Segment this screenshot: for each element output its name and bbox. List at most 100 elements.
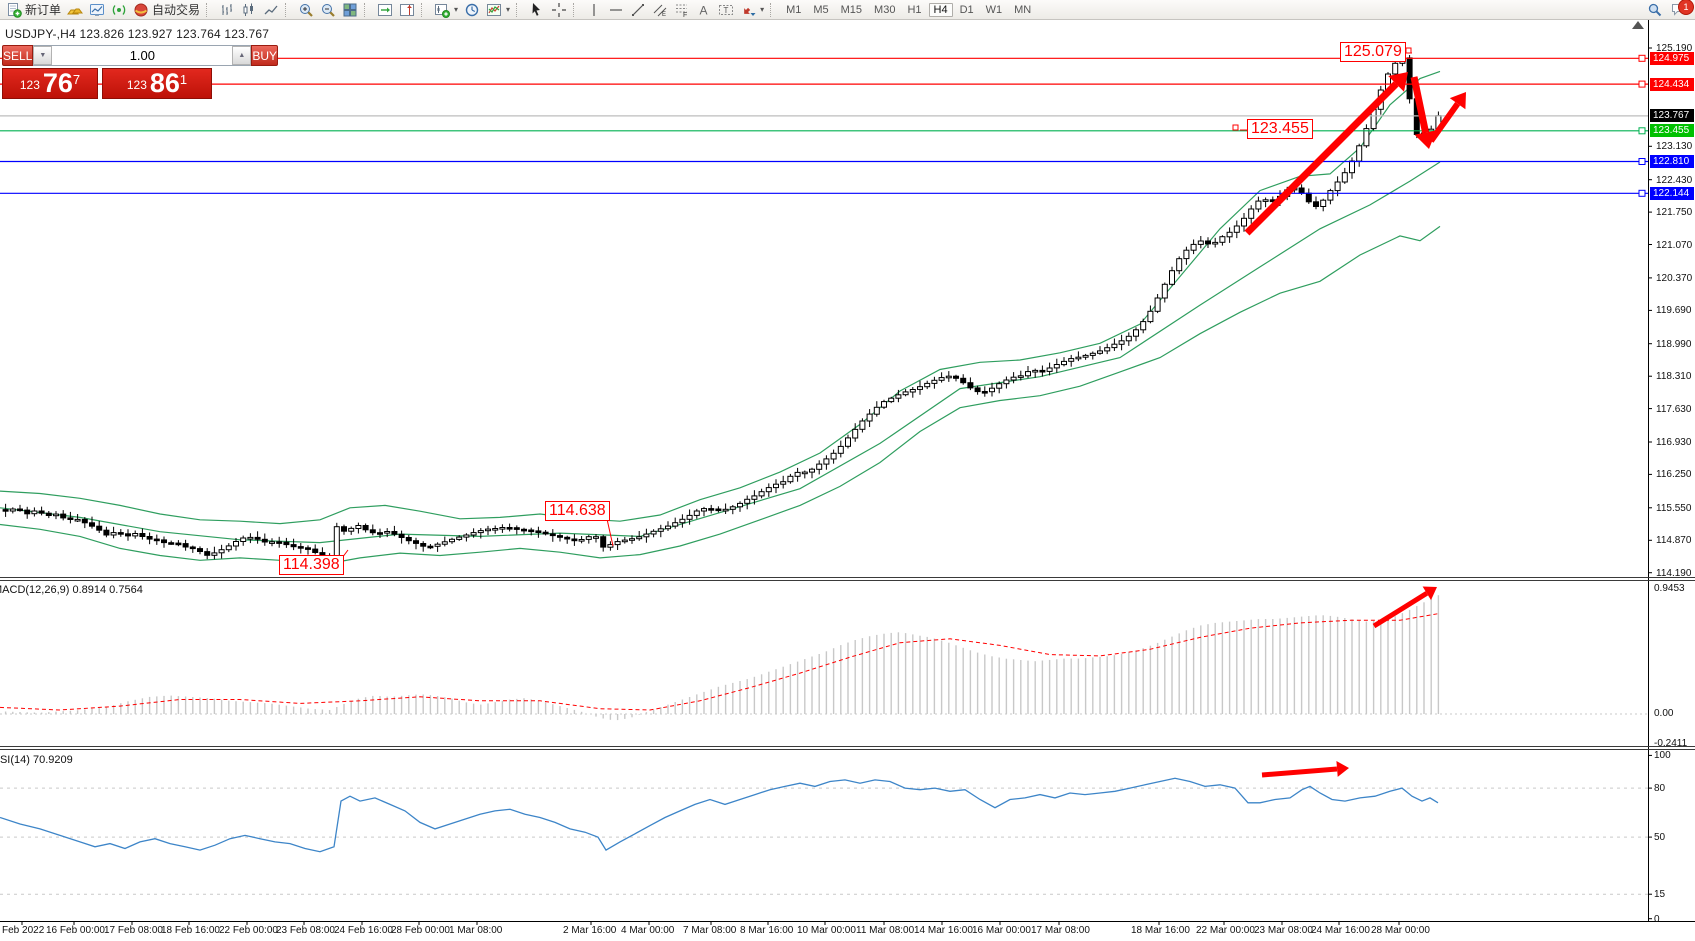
sell-price-base: 123 (19, 78, 40, 92)
timeframe-button-M5[interactable]: M5 (813, 3, 829, 16)
bar-chart-button[interactable] (216, 1, 238, 18)
timeframe-button-M30[interactable]: M30 (874, 3, 896, 16)
red-arrow[interactable] (1372, 586, 1437, 629)
rsi-line[interactable] (0, 777, 1439, 853)
chart-shift-icon (400, 3, 415, 16)
zoom-in-button[interactable] (295, 1, 317, 18)
candlestick-chart-icon (243, 3, 254, 16)
clock-icon (465, 3, 479, 16)
trendline-icon (632, 3, 645, 16)
bar-chart-icon (222, 3, 233, 15)
horizontal-line-button[interactable] (605, 1, 627, 18)
timeframe-button-H1[interactable]: H1 (907, 3, 922, 16)
trendline-button[interactable] (627, 1, 649, 18)
line-chart-button[interactable] (260, 1, 282, 18)
red-arrow[interactable] (1261, 761, 1349, 778)
auto-scroll-icon (378, 3, 393, 16)
timeframe-button-D1[interactable]: D1 (959, 3, 974, 16)
notifications-button[interactable]: 1 (1670, 0, 1694, 18)
bollinger-lower-band[interactable] (0, 225, 1441, 566)
toolbar-separator (421, 2, 428, 17)
timeframe-button-M15[interactable]: M15 (840, 3, 863, 16)
text-button[interactable]: A (693, 1, 715, 18)
sell-price-display[interactable]: 123 76 7 (2, 68, 98, 99)
one-click-row-top: SELL ▼ ▲ BUY (2, 45, 279, 66)
timeframe-button-H4[interactable]: H4 (928, 2, 953, 17)
horizontal-line-icon (610, 8, 623, 11)
macd-label: MACD(12,26,9) 0.8914 0.7564 (0, 584, 143, 596)
community-button[interactable] (86, 1, 108, 18)
sell-button[interactable]: SELL (2, 45, 34, 66)
candlestick-chart-button[interactable] (238, 1, 260, 18)
signals-button[interactable] (108, 1, 130, 18)
macd-signal-line[interactable] (0, 613, 1439, 711)
level-handle[interactable] (1638, 54, 1646, 62)
auto-trading-label: 自动交易 (152, 3, 201, 17)
vertical-line-button[interactable] (583, 1, 605, 18)
channel-button[interactable]: E (649, 1, 671, 18)
volume-increase-button[interactable]: ▲ (232, 46, 252, 65)
new-chart-button[interactable]: ▾ (431, 1, 461, 18)
volume-decrease-button[interactable]: ▼ (33, 46, 53, 65)
notification-badge[interactable]: 1 (1678, 0, 1694, 15)
bollinger-upper-band[interactable] (0, 70, 1441, 525)
chart-shift-button[interactable] (396, 1, 418, 18)
volume-box: ▼ ▲ (33, 45, 252, 66)
timeframe-button-MN[interactable]: MN (1014, 3, 1032, 16)
new-order-button[interactable]: 新订单 (3, 1, 64, 18)
chart-shift-marker[interactable] (1632, 21, 1644, 29)
red-arrow[interactable] (1428, 92, 1466, 143)
buy-price-base: 123 (126, 78, 147, 92)
red-arrow[interactable] (1244, 72, 1408, 236)
auto-scroll-button[interactable] (374, 1, 396, 18)
toolbar-separator (206, 2, 213, 17)
annotation-connector (606, 518, 614, 547)
level-handle[interactable] (1638, 189, 1646, 197)
bollinger-middle-band[interactable] (0, 161, 1441, 544)
tile-windows-button[interactable] (339, 1, 361, 18)
cursor-button[interactable] (526, 1, 548, 18)
annotation-handle[interactable] (1232, 124, 1239, 131)
text-label-button[interactable]: T (715, 1, 737, 18)
dropdown-caret-icon: ▾ (454, 5, 459, 14)
buy-price-sup: 1 (179, 72, 188, 87)
sell-price-big: 76 (42, 68, 73, 98)
chart-title: USDJPY-,H4 123.826 123.927 123.764 123.7… (5, 27, 270, 41)
annotation-connector (341, 549, 349, 559)
timeframe-button-W1[interactable]: W1 (985, 3, 1003, 16)
shapes-button[interactable]: ▾ (737, 1, 767, 18)
clock-button[interactable] (461, 1, 483, 18)
timeframe-button-M1[interactable]: M1 (786, 3, 802, 16)
volume-input[interactable] (52, 46, 233, 65)
buy-price-display[interactable]: 123 86 1 (102, 68, 212, 99)
gold-button[interactable] (64, 1, 86, 18)
fibonacci-icon: F (676, 4, 687, 18)
zoom-out-button[interactable] (317, 1, 339, 18)
level-handle[interactable] (1638, 127, 1646, 135)
level-handle[interactable] (1638, 80, 1646, 88)
fibonacci-button[interactable]: F (671, 1, 693, 18)
toolbar-separator (364, 2, 371, 17)
dropdown-caret-icon: ▾ (760, 5, 765, 14)
vertical-line-icon (593, 3, 595, 16)
toolbar-separator (770, 2, 777, 17)
level-handle[interactable] (1638, 158, 1646, 165)
shapes-arrows-icon (744, 5, 756, 16)
buy-button[interactable]: BUY (251, 45, 279, 66)
indicators-button[interactable]: ▾ (483, 1, 513, 18)
annotation-handle[interactable] (1405, 47, 1412, 54)
zoom-in-icon (300, 3, 313, 17)
auto-trading-icon (134, 3, 148, 16)
red-arrow[interactable] (1410, 76, 1437, 149)
timeframe-toolbar: M1 M5 M15 M30 H1 H4 D1 W1 MN (780, 2, 1037, 17)
text-icon: A (700, 3, 708, 17)
toolbar-right: 1 (1644, 0, 1694, 18)
line-chart-icon (264, 5, 278, 14)
one-click-trading-panel: SELL ▼ ▲ BUY 123 76 7 123 86 1 (2, 45, 279, 99)
svg-text:F: F (683, 12, 687, 18)
crosshair-button[interactable] (548, 1, 570, 18)
auto-trading-button[interactable]: 自动交易 (130, 1, 203, 18)
search-button[interactable] (1644, 1, 1666, 18)
